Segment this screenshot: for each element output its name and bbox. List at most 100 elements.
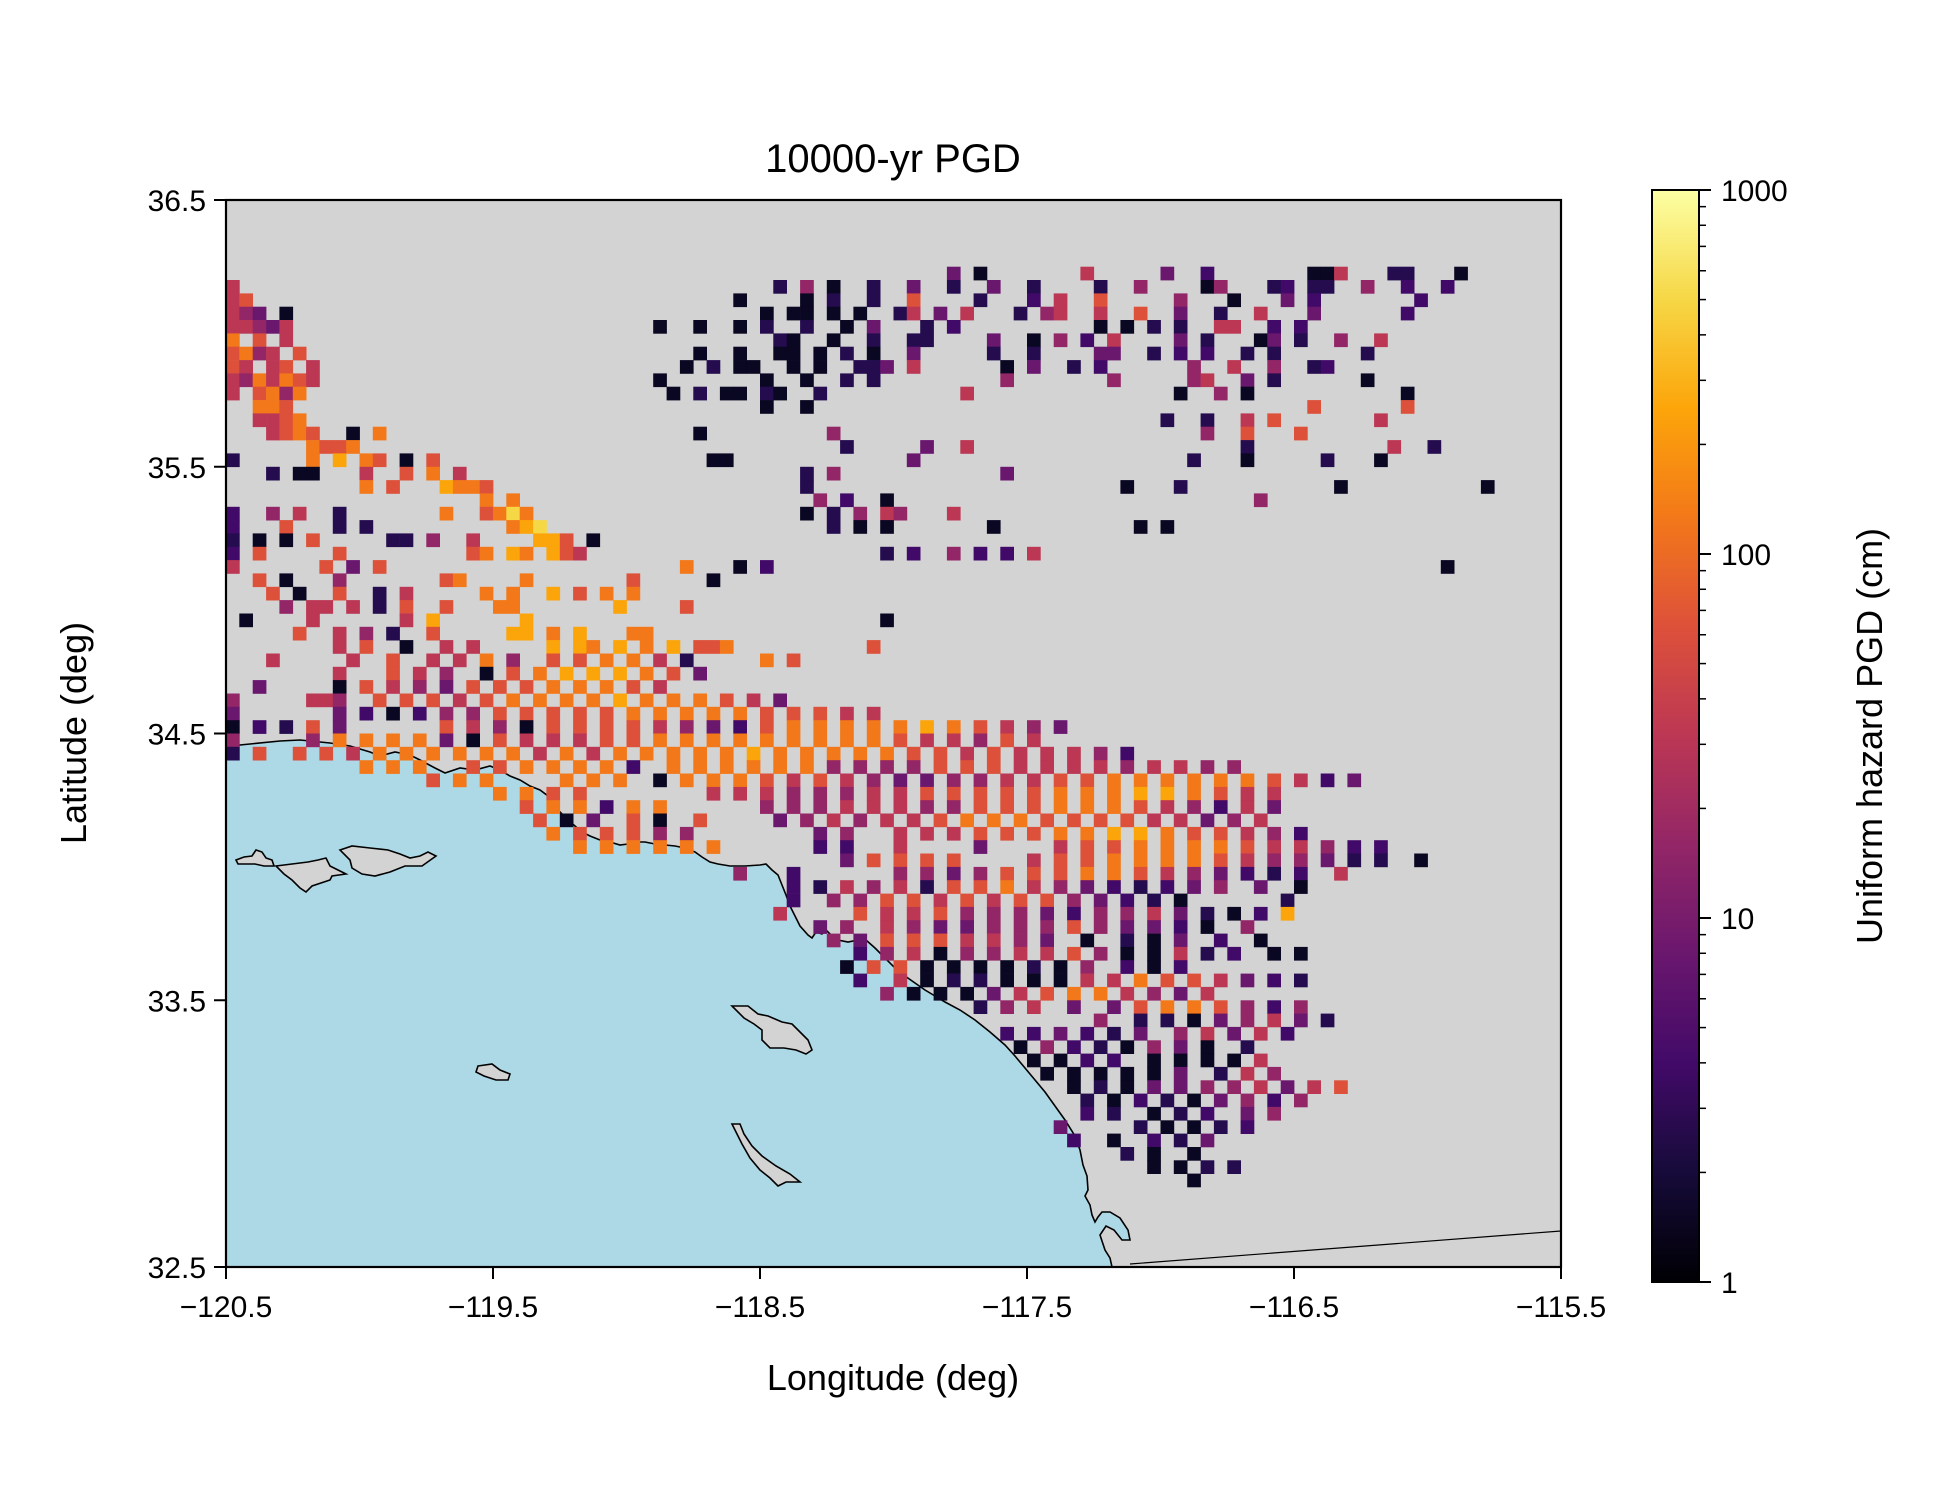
hazard-cell xyxy=(559,693,574,708)
hazard-cell xyxy=(386,680,400,694)
hazard-cell xyxy=(1267,840,1281,854)
hazard-cell xyxy=(1000,360,1014,374)
hazard-cell xyxy=(279,426,294,441)
hazard-cell xyxy=(1280,893,1295,908)
hazard-cell xyxy=(546,626,561,641)
hazard-cell xyxy=(412,733,427,748)
hazard-cell xyxy=(1027,1026,1041,1041)
hazard-cell xyxy=(1213,866,1228,881)
hazard-cell xyxy=(1107,1106,1121,1121)
hazard-cell xyxy=(840,840,854,854)
hazard-cell xyxy=(1013,920,1028,934)
hazard-cell xyxy=(506,520,520,534)
hazard-cell xyxy=(1000,1026,1014,1041)
hazard-cell xyxy=(226,453,240,468)
hazard-cell xyxy=(773,906,787,921)
hazard-cell xyxy=(893,840,908,854)
hazard-cell xyxy=(279,386,294,401)
hazard-cell xyxy=(1253,906,1268,921)
hazard-cell xyxy=(1187,453,1201,468)
hazard-cell xyxy=(426,626,440,641)
hazard-cell xyxy=(1040,933,1054,948)
hazard-cell xyxy=(1240,373,1255,388)
hazard-cell xyxy=(639,746,654,761)
hazard-cell xyxy=(973,773,988,788)
hazard-cell xyxy=(906,746,921,761)
hazard-cell xyxy=(479,666,494,681)
hazard-cell xyxy=(332,640,347,654)
hazard-cell xyxy=(840,720,854,734)
hazard-cell xyxy=(906,893,921,908)
hazard-cell xyxy=(306,426,320,441)
hazard-cell xyxy=(1267,1093,1281,1108)
hazard-cell xyxy=(1013,746,1028,761)
hazard-cell xyxy=(1107,1133,1121,1148)
hazard-cell xyxy=(920,826,934,841)
hazard-cell xyxy=(252,346,267,361)
hazard-cell xyxy=(1227,293,1241,308)
hazard-cell xyxy=(840,800,854,814)
x-tick-label: −116.5 xyxy=(1249,1291,1339,1324)
hazard-cell xyxy=(1200,1040,1215,1054)
hazard-cell xyxy=(639,693,654,708)
hazard-cell xyxy=(306,453,320,468)
hazard-cell xyxy=(920,733,934,748)
hazard-cell xyxy=(1253,1026,1268,1041)
hazard-cell xyxy=(239,360,253,374)
hazard-cell xyxy=(773,386,787,401)
hazard-cell xyxy=(613,640,627,654)
hazard-cell xyxy=(426,746,440,761)
hazard-cell xyxy=(1160,880,1175,894)
hazard-cell xyxy=(479,693,494,708)
hazard-cell xyxy=(1147,1066,1161,1081)
hazard-cell xyxy=(1147,893,1161,908)
hazard-cell xyxy=(1093,1040,1108,1054)
hazard-cell xyxy=(1227,946,1241,961)
hazard-cell xyxy=(679,773,694,788)
hazard-cell xyxy=(746,760,761,774)
hazard-cell xyxy=(1347,773,1362,788)
hazard-cell xyxy=(1013,946,1028,961)
hazard-cell xyxy=(1093,346,1108,361)
hazard-cell xyxy=(1160,973,1175,988)
hazard-cell xyxy=(866,960,881,974)
hazard-cell xyxy=(252,680,267,694)
hazard-cell xyxy=(1307,360,1321,374)
hazard-cell xyxy=(1133,880,1148,894)
hazard-cell xyxy=(332,666,347,681)
hazard-cell xyxy=(252,320,267,334)
hazard-cell xyxy=(479,746,494,761)
hazard-cell xyxy=(226,293,240,308)
hazard-cell xyxy=(1213,280,1228,294)
hazard-cell xyxy=(1320,360,1335,374)
hazard-cell xyxy=(573,546,587,561)
hazard-cell xyxy=(1307,280,1321,294)
hazard-cell xyxy=(920,320,934,334)
hazard-cell xyxy=(346,426,360,441)
hazard-cell xyxy=(1480,480,1495,494)
hazard-cell xyxy=(866,346,881,361)
hazard-cell xyxy=(1240,426,1255,441)
y-tick-label: 36.5 xyxy=(148,185,206,218)
hazard-cell xyxy=(1107,1026,1121,1041)
hazard-cell xyxy=(826,426,841,441)
hazard-cell xyxy=(1280,906,1295,921)
hazard-cell xyxy=(1000,733,1014,748)
hazard-cell xyxy=(1160,866,1175,881)
y-tick-label: 33.5 xyxy=(148,985,206,1018)
hazard-cell xyxy=(1067,1080,1081,1094)
hazard-cell xyxy=(760,386,774,401)
hazard-cell xyxy=(1027,333,1041,348)
hazard-cell xyxy=(1160,786,1175,801)
hazard-cell xyxy=(973,546,988,561)
hazard-cell xyxy=(1147,960,1161,974)
hazard-cell xyxy=(533,520,547,534)
hazard-cell xyxy=(1294,773,1308,788)
hazard-cell xyxy=(1267,373,1281,388)
hazard-cell xyxy=(1107,880,1121,894)
hazard-cell xyxy=(1080,1093,1095,1108)
hazard-cell xyxy=(226,720,240,734)
hazard-cell xyxy=(880,760,894,774)
hazard-cell xyxy=(493,733,507,748)
